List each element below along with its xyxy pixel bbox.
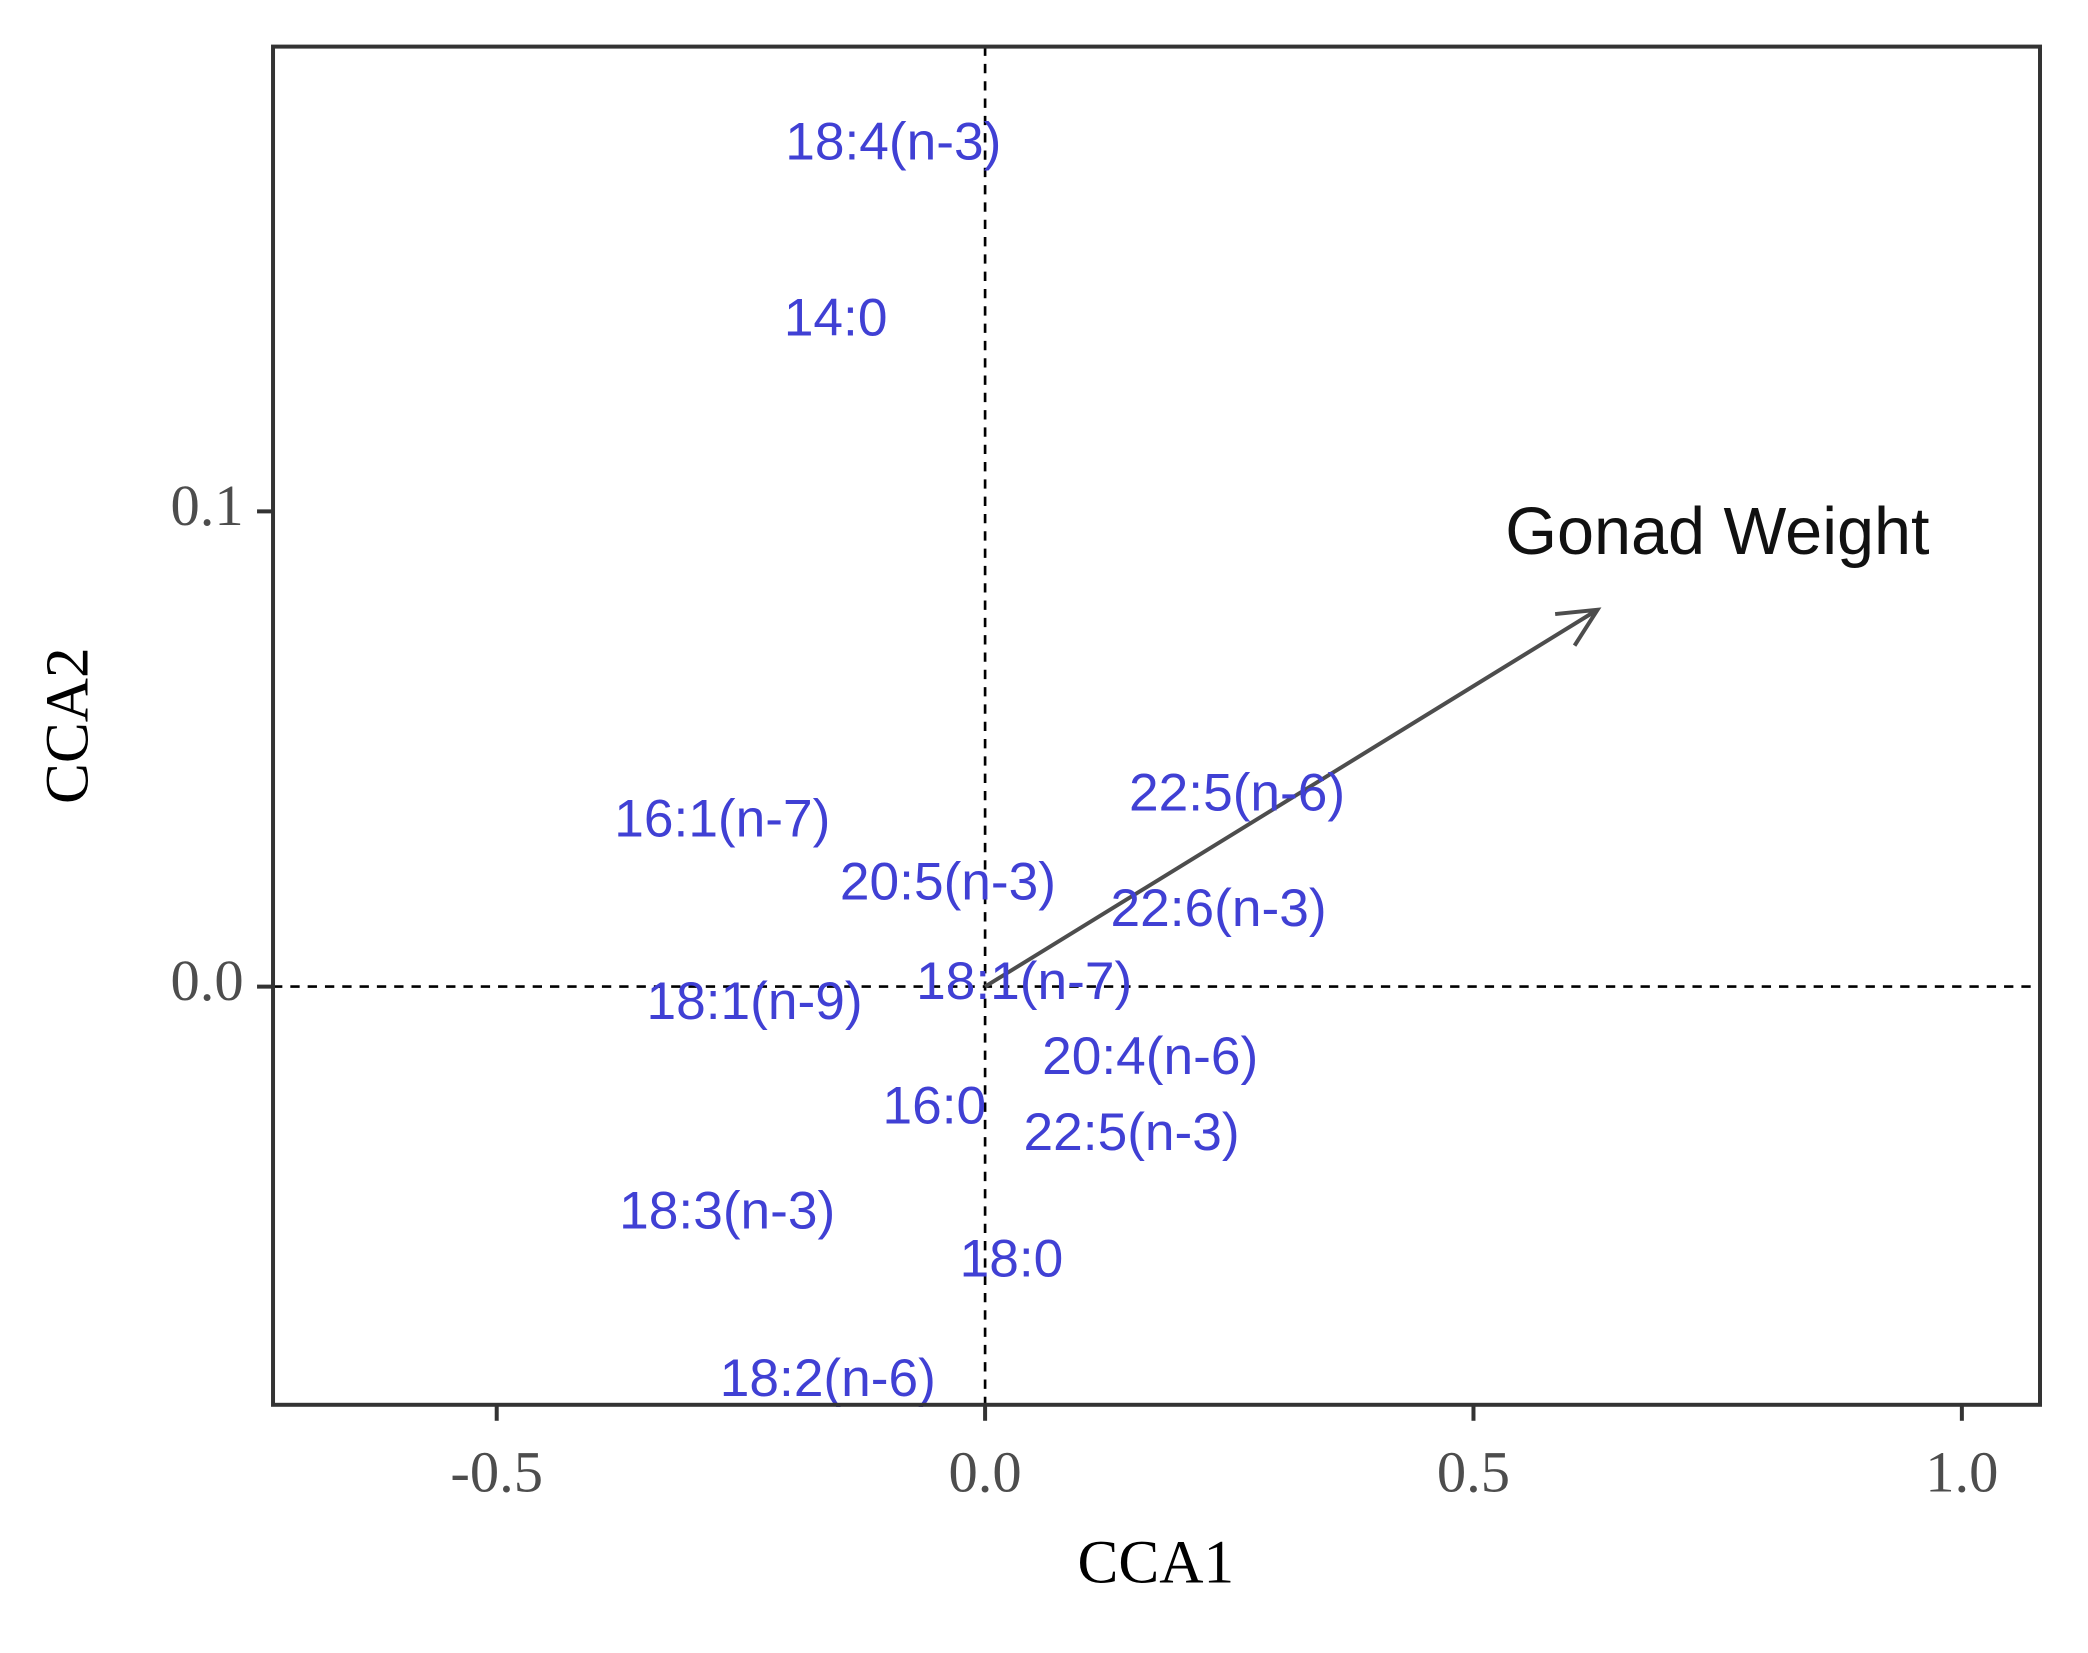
x-tick-label: -0.5	[450, 1439, 543, 1504]
point-label: 18:4(n-3)	[785, 113, 1001, 172]
y-axis-title: CCA2	[33, 647, 101, 804]
y-tick-label: 0.1	[170, 473, 243, 538]
point-label: 22:5(n-3)	[1024, 1103, 1240, 1162]
point-label: 20:5(n-3)	[840, 852, 1056, 911]
point-label: 16:0	[882, 1076, 986, 1135]
arrow-label: Gonad Weight	[1505, 495, 1929, 569]
x-tick-label: 1.0	[1925, 1439, 1998, 1504]
point-label: 16:1(n-7)	[614, 790, 830, 849]
arrow	[984, 607, 1602, 989]
point-label: 18:1(n-7)	[916, 952, 1132, 1011]
point-label: 18:3(n-3)	[619, 1181, 835, 1240]
point-label: 18:1(n-9)	[647, 972, 863, 1031]
x-tick-label: 0.0	[948, 1439, 1021, 1504]
x-axis-title: CCA1	[1078, 1529, 1235, 1597]
point-label: 18:2(n-6)	[720, 1349, 936, 1408]
plot-border	[271, 44, 2043, 1407]
point-label: 14:0	[784, 288, 888, 347]
point-label: 22:6(n-3)	[1111, 879, 1327, 938]
arrow-line	[984, 607, 1602, 989]
y-tick-label: 0.0	[170, 948, 243, 1013]
point-label: 18:0	[960, 1229, 1064, 1288]
point-label: 22:5(n-6)	[1129, 764, 1345, 823]
point-label: 20:4(n-6)	[1042, 1027, 1258, 1086]
x-tick-label: 0.5	[1437, 1439, 1510, 1504]
